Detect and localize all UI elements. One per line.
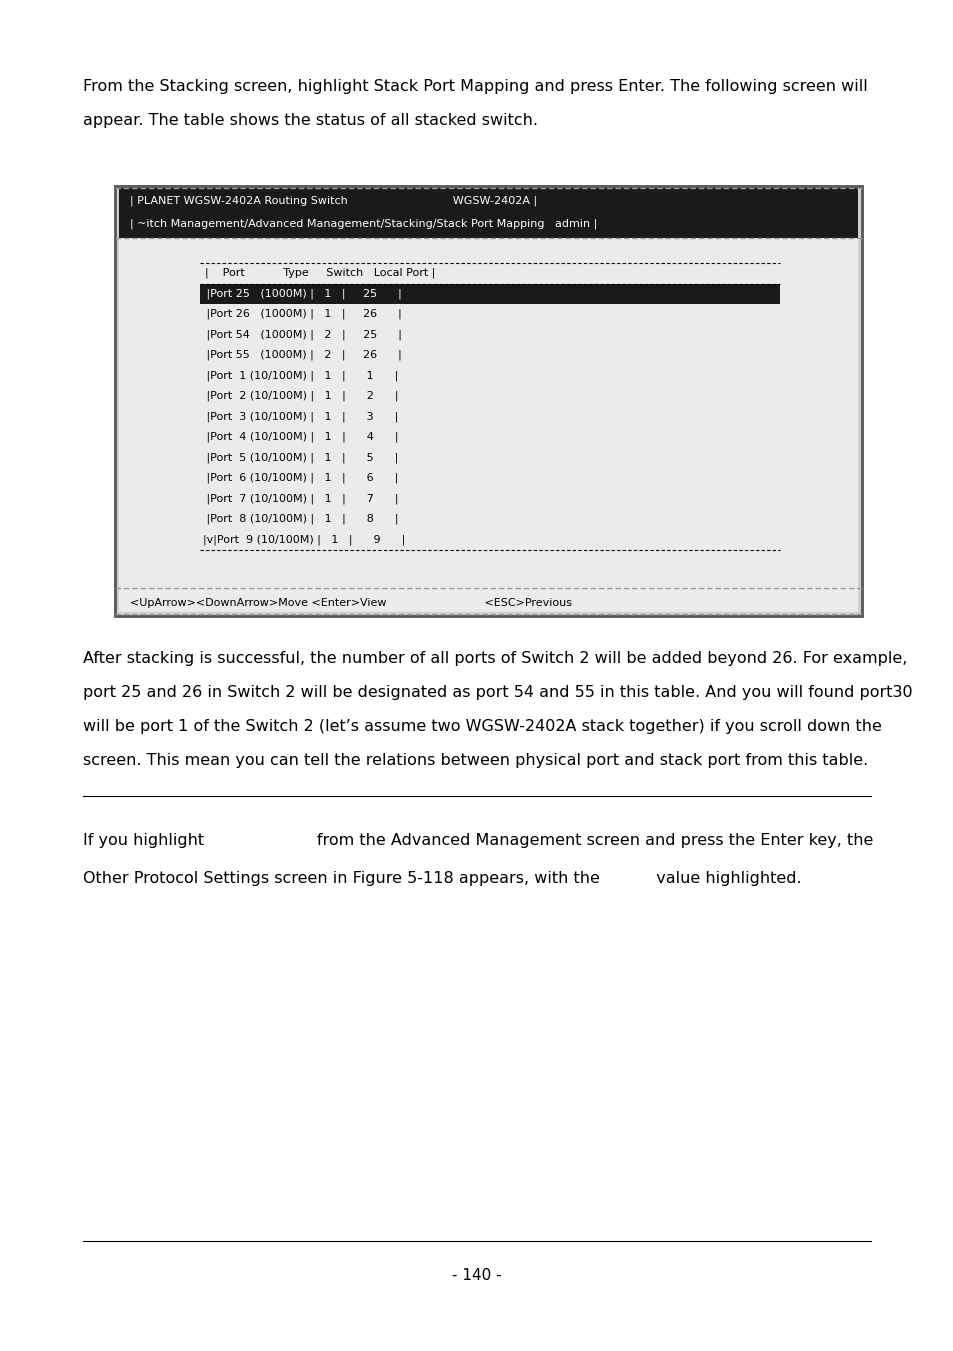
Text: |Port  4 (10/100M) |   1   |      4      |: |Port 4 (10/100M) | 1 | 4 | <box>203 432 398 443</box>
Text: |Port 55   (1000M) |   2   |     26      |: |Port 55 (1000M) | 2 | 26 | <box>203 350 401 361</box>
Text: |v|Port  9 (10/100M) |   1   |      9      |: |v|Port 9 (10/100M) | 1 | 9 | <box>203 535 405 544</box>
Text: - 140 -: - 140 - <box>452 1269 501 1283</box>
FancyBboxPatch shape <box>119 188 857 238</box>
Text: |Port  5 (10/100M) |   1   |      5      |: |Port 5 (10/100M) | 1 | 5 | <box>203 453 397 463</box>
Text: |Port 26   (1000M) |   1   |     26      |: |Port 26 (1000M) | 1 | 26 | <box>203 309 401 319</box>
Text: |    Port           Type     Switch   Local Port |: | Port Type Switch Local Port | <box>205 267 435 278</box>
Text: From the Stacking screen, highlight Stack Port Mapping and press Enter. The foll: From the Stacking screen, highlight Stac… <box>83 78 867 95</box>
Text: After stacking is successful, the number of all ports of Switch 2 will be added : After stacking is successful, the number… <box>83 651 906 666</box>
Text: Other Protocol Settings screen in Figure 5-118 appears, with the           value: Other Protocol Settings screen in Figure… <box>83 871 801 886</box>
Text: |Port 54   (1000M) |   2   |     25      |: |Port 54 (1000M) | 2 | 25 | <box>203 330 401 340</box>
Text: |Port  1 (10/100M) |   1   |      1      |: |Port 1 (10/100M) | 1 | 1 | <box>203 370 397 381</box>
FancyBboxPatch shape <box>115 186 862 616</box>
Text: |Port  2 (10/100M) |   1   |      2      |: |Port 2 (10/100M) | 1 | 2 | <box>203 390 398 401</box>
FancyBboxPatch shape <box>119 190 857 612</box>
FancyBboxPatch shape <box>200 284 780 304</box>
Text: If you highlight                      from the Advanced Management screen and pr: If you highlight from the Advanced Manag… <box>83 834 872 848</box>
Text: |Port  3 (10/100M) |   1   |      3      |: |Port 3 (10/100M) | 1 | 3 | <box>203 412 397 422</box>
Text: |Port  6 (10/100M) |   1   |      6      |: |Port 6 (10/100M) | 1 | 6 | <box>203 473 397 484</box>
Text: <UpArrow><DownArrow>Move <Enter>View                            <ESC>Previous: <UpArrow><DownArrow>Move <Enter>View <ES… <box>130 598 572 608</box>
Text: | ~itch Management/Advanced Management/Stacking/Stack Port Mapping   admin |: | ~itch Management/Advanced Management/S… <box>130 219 597 230</box>
Text: port 25 and 26 in Switch 2 will be designated as port 54 and 55 in this table. A: port 25 and 26 in Switch 2 will be desig… <box>83 685 912 700</box>
Text: |Port 25   (1000M) |   1   |     25      |: |Port 25 (1000M) | 1 | 25 | <box>203 289 401 299</box>
Text: | PLANET WGSW-2402A Routing Switch                              WGSW-2402A |: | PLANET WGSW-2402A Routing Switch WGSW-… <box>130 196 537 207</box>
Text: |Port  7 (10/100M) |   1   |      7      |: |Port 7 (10/100M) | 1 | 7 | <box>203 493 398 504</box>
Text: screen. This mean you can tell the relations between physical port and stack por: screen. This mean you can tell the relat… <box>83 753 867 767</box>
Text: will be port 1 of the Switch 2 (let’s assume two WGSW-2402A stack together) if y: will be port 1 of the Switch 2 (let’s as… <box>83 719 881 734</box>
Text: appear. The table shows the status of all stacked switch.: appear. The table shows the status of al… <box>83 113 537 128</box>
Text: |Port  8 (10/100M) |   1   |      8      |: |Port 8 (10/100M) | 1 | 8 | <box>203 513 398 524</box>
